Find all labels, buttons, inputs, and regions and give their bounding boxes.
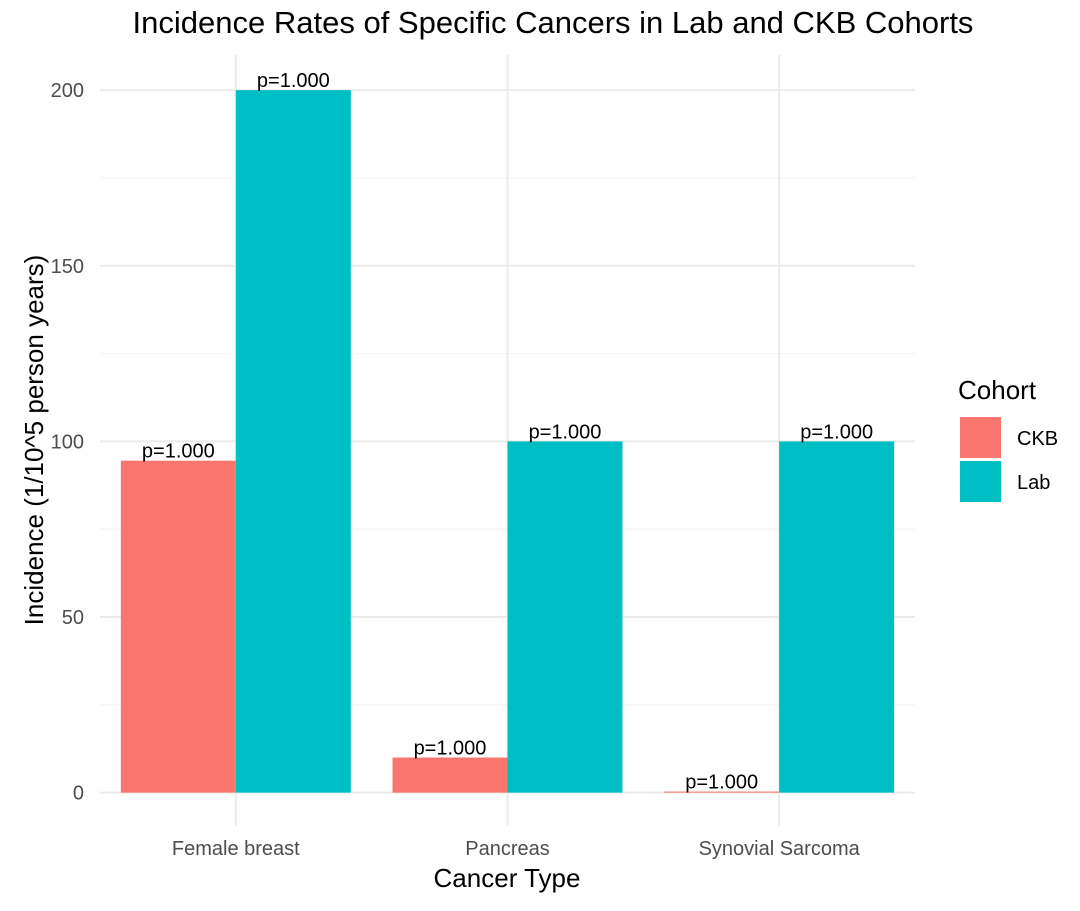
legend-label-ckb: CKB [1017, 428, 1058, 450]
bar-ckb [120, 460, 236, 793]
x-axis-title: Cancer Type [434, 863, 581, 893]
chart-title: Incidence Rates of Specific Cancers in L… [133, 5, 974, 40]
legend-title: Cohort [958, 375, 1037, 405]
y-axis-title: Incidence (1/10^5 person years) [19, 255, 49, 626]
bar-labels: p=1.000 p=1.000 p=1.000 p=1.000 p=1.000 p=1.0… [142, 70, 873, 793]
bar-ckb [664, 791, 780, 793]
x-tick-label: Female breast [172, 838, 300, 860]
x-tick-label: Pancreas [465, 838, 550, 860]
bar-lab [235, 90, 351, 793]
legend-swatch-ckb [960, 417, 1001, 458]
x-tick-label: Synovial Sarcoma [699, 838, 861, 860]
y-tick-label: 150 [51, 256, 84, 278]
y-tick-label: 0 [73, 783, 84, 805]
y-tick-label: 100 [51, 431, 84, 453]
legend-label-lab: Lab [1017, 472, 1050, 494]
legend-items: CKB Lab [960, 417, 1058, 502]
y-tick-label: 200 [51, 80, 84, 102]
bar-value-label: p=1.000 [414, 738, 487, 760]
bar-value-label: p=1.000 [142, 441, 215, 463]
bar-value-label: p=1.000 [800, 421, 873, 443]
bar-lab [779, 441, 895, 793]
x-axis-ticks: Female breast Pancreas Synovial Sarcoma [172, 838, 861, 860]
bar-value-label: p=1.000 [685, 772, 758, 794]
y-tick-label: 50 [62, 607, 84, 629]
y-axis-ticks: 0 50 100 150 200 [51, 80, 84, 805]
bar-value-label: p=1.000 [257, 70, 330, 92]
bars [120, 90, 895, 793]
bar-ckb [392, 757, 508, 793]
bar-lab [507, 441, 623, 793]
legend: Cohort CKB Lab [958, 375, 1058, 502]
bar-value-label: p=1.000 [529, 421, 602, 443]
legend-swatch-lab [960, 461, 1001, 502]
